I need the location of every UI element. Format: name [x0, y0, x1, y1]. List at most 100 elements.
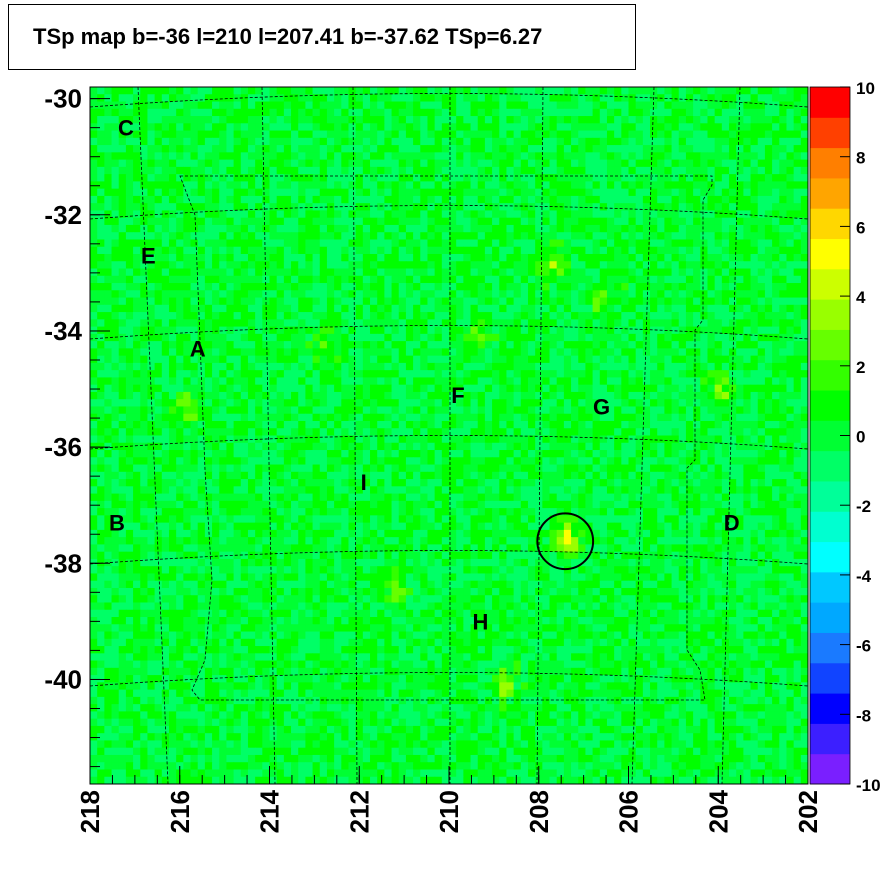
heatmap-cell [535, 159, 543, 168]
heatmap-cell [348, 137, 357, 146]
heatmap-cell [247, 181, 256, 190]
heatmap-cell [133, 326, 141, 335]
heatmap-cell [714, 341, 723, 349]
heatmap-cell [693, 159, 701, 168]
heatmap-cell [721, 391, 730, 400]
heatmap-cell [355, 428, 364, 436]
heatmap-cell [456, 341, 464, 349]
heatmap-cell [104, 137, 113, 146]
heatmap-cell [269, 355, 278, 364]
heatmap-cell [312, 253, 321, 262]
heatmap-cell [578, 159, 586, 168]
heatmap-cell [398, 116, 407, 124]
heatmap-cell [133, 428, 141, 436]
heatmap-cell [176, 304, 184, 313]
heatmap-cell [240, 239, 249, 248]
heatmap-cell [779, 333, 787, 342]
heatmap-cell [118, 87, 127, 95]
heatmap-cell [420, 304, 428, 313]
heatmap-cell [614, 130, 622, 139]
heatmap-cell [255, 159, 263, 168]
heatmap-cell [578, 232, 586, 240]
heatmap-cell [283, 384, 292, 393]
heatmap-cell [168, 283, 177, 291]
heatmap-cell [398, 290, 407, 299]
heatmap-cell [707, 312, 716, 320]
heatmap-cell [685, 268, 694, 277]
heatmap-cell [786, 94, 795, 103]
heatmap-cell [377, 333, 385, 342]
heatmap-cell [355, 210, 364, 219]
heatmap-cell [635, 399, 644, 407]
heatmap-cell [635, 195, 644, 204]
heatmap-cell [413, 319, 421, 328]
heatmap-cell [334, 442, 342, 451]
heatmap-cell [154, 217, 163, 226]
heatmap-cell [190, 268, 199, 277]
heatmap-cell [168, 210, 177, 219]
heatmap-cell [427, 377, 436, 386]
heatmap-cell [463, 246, 472, 255]
heatmap-cell [729, 399, 737, 407]
heatmap-cell [729, 253, 737, 262]
heatmap-cell [298, 275, 306, 284]
heatmap-cell [97, 217, 105, 226]
heatmap-cell [685, 217, 694, 226]
heatmap-cell [212, 384, 220, 393]
heatmap-cell [685, 355, 694, 364]
heatmap-cell [721, 145, 730, 153]
heatmap-cell [168, 101, 177, 110]
heatmap-cell [420, 283, 428, 291]
heatmap-cell [449, 116, 457, 124]
heatmap-cell [492, 239, 500, 248]
heatmap-cell [240, 232, 249, 240]
heatmap-cell [434, 123, 443, 132]
heatmap-cell [549, 312, 558, 320]
heatmap-cell [729, 181, 737, 190]
heatmap-cell [341, 217, 349, 226]
heatmap-cell [671, 341, 680, 349]
heatmap-cell [456, 239, 464, 248]
heatmap-cell [736, 413, 744, 422]
heatmap-cell [671, 101, 680, 110]
heatmap-cell [707, 341, 716, 349]
heatmap-cell [477, 312, 486, 320]
heatmap-cell [140, 326, 148, 335]
heatmap-cell [736, 224, 744, 233]
heatmap-cell [370, 166, 378, 175]
heatmap-cell [262, 188, 270, 197]
heatmap-cell [757, 304, 766, 313]
heatmap-cell [312, 87, 321, 95]
heatmap-cell [650, 145, 658, 153]
heatmap-cell [693, 123, 701, 132]
heatmap-cell [685, 130, 694, 139]
heatmap-cell [463, 123, 472, 132]
heatmap-cell [262, 333, 270, 342]
heatmap-cell [477, 377, 486, 386]
heatmap-cell [97, 290, 105, 299]
heatmap-cell [305, 406, 314, 415]
heatmap-cell [305, 101, 314, 110]
heatmap-cell [606, 130, 615, 139]
heatmap-cell [736, 442, 744, 451]
heatmap-cell [334, 217, 342, 226]
heatmap-cell [592, 224, 601, 233]
heatmap-cell [255, 384, 263, 393]
heatmap-cell [384, 152, 393, 161]
heatmap-cell [650, 420, 658, 429]
heatmap-cell [190, 101, 199, 110]
heatmap-cell [520, 87, 529, 95]
heatmap-cell [499, 391, 507, 400]
heatmap-cell [176, 181, 184, 190]
heatmap-cell [398, 246, 407, 255]
heatmap-cell [628, 384, 637, 393]
heatmap-cell [370, 304, 378, 313]
heatmap-cell [326, 391, 335, 400]
heatmap-cell [714, 384, 723, 393]
heatmap-cell [90, 290, 98, 299]
heatmap-cell [779, 145, 787, 153]
heatmap-cell [499, 275, 507, 284]
heatmap-cell [693, 319, 701, 328]
heatmap-cell [542, 261, 551, 270]
heatmap-cell [90, 275, 98, 284]
